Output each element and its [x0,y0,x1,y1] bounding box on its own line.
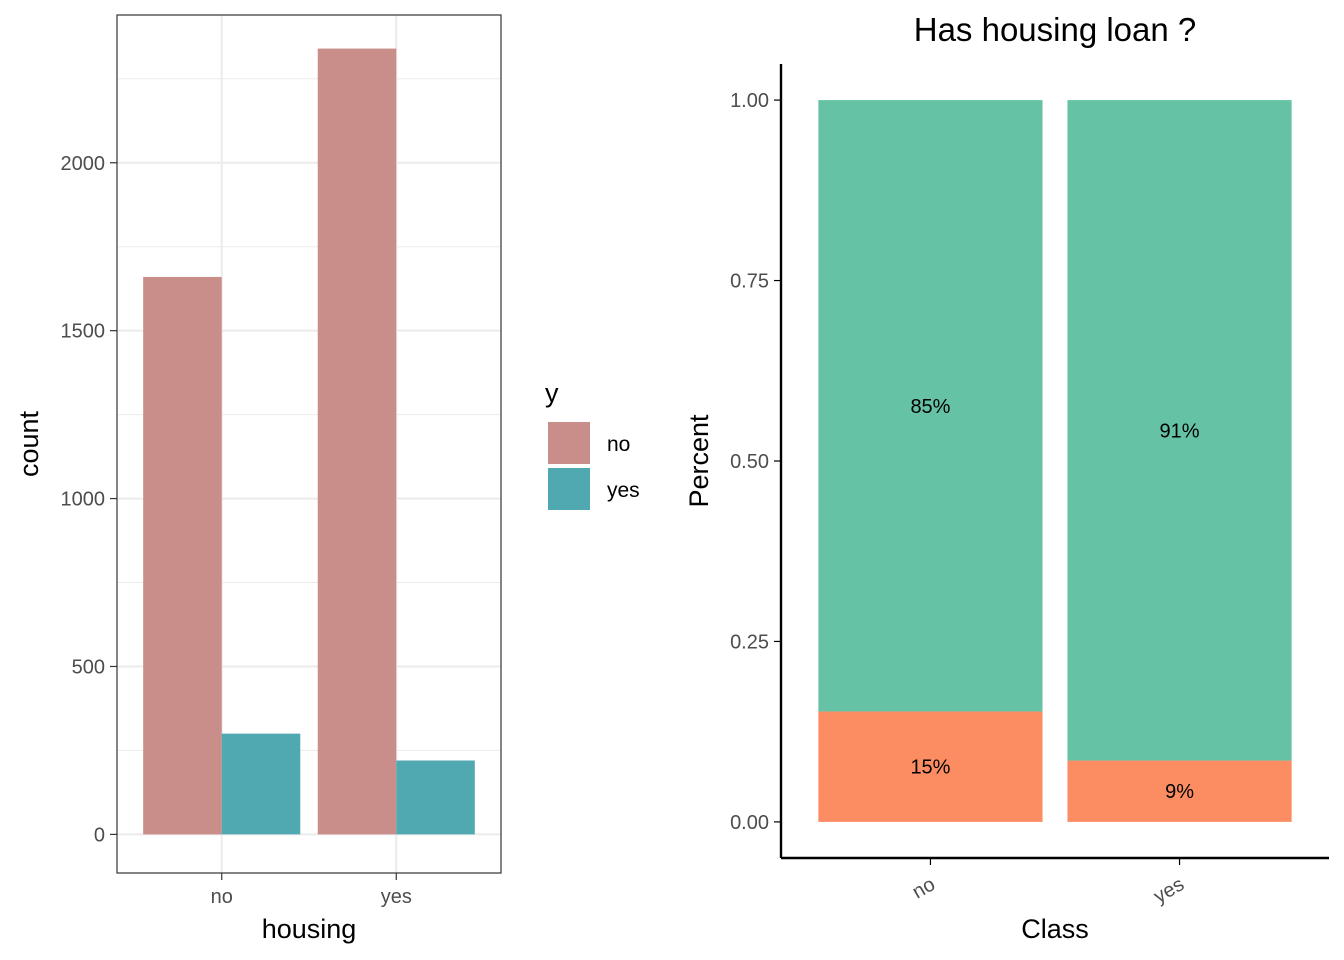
legend-key-yes [548,468,590,510]
left-y-axis-ticks: 0 500 1000 1500 2000 [61,153,117,846]
count-bar-chart: 0 500 1000 1500 2000 no yes housing count [14,14,502,944]
right-data-labels: 15% 85% 9% 91% [910,396,1199,803]
y-tick-label: 1000 [61,489,106,511]
y-tick-label: 2000 [61,153,106,175]
right-x-axis-ticks: no yes [909,858,1188,908]
x-tick-label: yes [381,886,412,908]
stacked-bar-no-top [818,100,1043,712]
y-tick-label: 0.50 [730,451,769,473]
x-tick-label: yes [1150,873,1188,908]
bar-yes-no [317,48,397,835]
percent-stacked-bar-chart: Has housing loan ? 15%85%9%91% 0.000.250… [684,11,1329,944]
data-label: 85% [910,396,950,418]
bar-no-yes [221,733,301,835]
left-bars [143,48,475,835]
y-tick-label: 0 [94,824,105,846]
y-tick-label: 1.00 [730,90,769,112]
x-tick-label: no [909,873,939,903]
left-panel-border [116,14,502,874]
right-y-axis-title: Percent [684,414,714,508]
bar-yes-yes [396,760,475,835]
stacked-bar-yes-bottom [1067,760,1292,822]
stacked-bar-yes-top [1067,100,1292,761]
right-y-axis-ticks: 0.00 0.25 0.50 0.75 1.00 [730,90,781,834]
y-tick-label: 0.75 [730,271,769,293]
y-tick-label: 0.00 [730,812,769,834]
data-label: 15% [910,757,950,779]
legend-label-no: no [607,433,630,456]
left-y-axis-title: count [14,410,44,477]
x-tick-label: no [211,886,233,908]
data-label: 91% [1160,420,1200,442]
y-tick-label: 0.25 [730,631,769,653]
y-tick-label: 500 [72,656,105,678]
left-x-axis-ticks: no yes [211,873,412,908]
legend: y no yes [545,378,640,510]
data-label: 9% [1165,781,1194,803]
stacked-bar-no-bottom [818,711,1043,822]
right-chart-title: Has housing loan ? [914,11,1197,48]
left-x-axis-title: housing [262,914,357,944]
legend-key-no [548,422,590,464]
legend-label-yes: yes [607,479,640,502]
y-tick-label: 1500 [61,321,106,343]
bar-no-no [143,276,222,835]
legend-title: y [545,378,559,408]
right-bars [818,100,1292,822]
right-x-axis-title: Class [1021,914,1089,944]
